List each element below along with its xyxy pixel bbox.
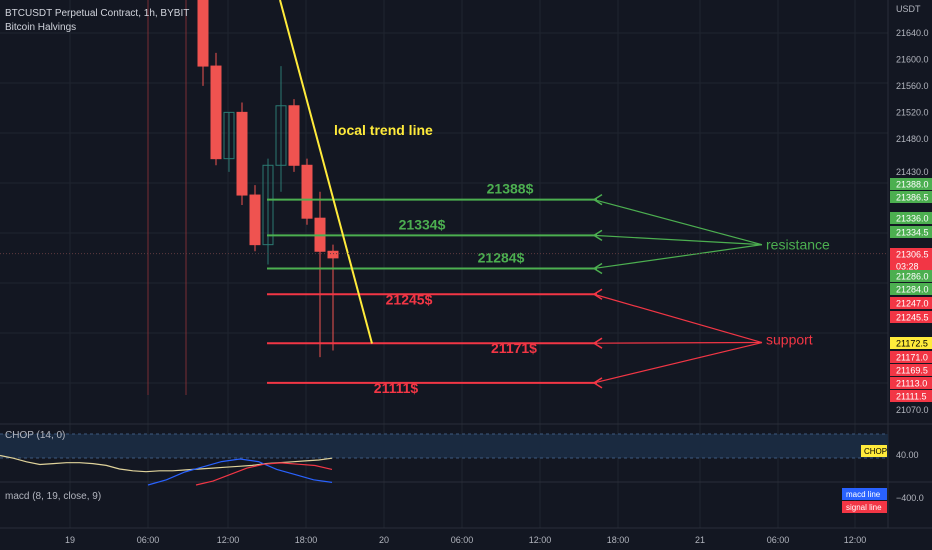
price-badge-text: 21172.5	[896, 339, 928, 349]
resistance-label: resistance	[766, 237, 830, 253]
time-tick: 06:00	[451, 535, 474, 545]
price-badge-text: 21245.5	[896, 313, 929, 323]
price-badge-text: 03:28	[896, 262, 919, 272]
price-badge-text: 21247.0	[896, 299, 929, 309]
price-badge-text: 21171.0	[896, 353, 928, 363]
price-badge	[890, 191, 932, 203]
macd-title: macd (8, 19, close, 9)	[5, 491, 102, 502]
level-label: 21284$	[478, 249, 525, 265]
candle-body	[236, 111, 248, 196]
currency-label: USDT	[896, 4, 921, 14]
price-badge	[890, 311, 932, 323]
trend-line	[279, 0, 373, 344]
price-badge-text: 21306.5	[896, 250, 929, 260]
price-badge-text: 21386.5	[896, 193, 929, 203]
price-badge	[890, 283, 932, 295]
price-badge-text: 21111.5	[896, 392, 927, 402]
price-badge-text: 21113.0	[896, 379, 927, 389]
level-connector	[593, 234, 763, 246]
price-tick: 21520.0	[896, 107, 929, 117]
chop-badge-text: CHOP	[864, 447, 887, 456]
trend-label: local trend line	[334, 122, 433, 138]
chop-scale: 40.00	[896, 450, 919, 460]
level-connector	[593, 341, 763, 344]
symbol-title: BTCUSDT Perpetual Contract, 1h, BYBIT	[5, 8, 190, 19]
support-label: support	[766, 332, 813, 348]
macd-line	[147, 458, 333, 486]
price-badge	[890, 270, 932, 282]
price-tick: 21070.0	[896, 405, 929, 415]
macd-legend-badge	[842, 501, 887, 513]
time-tick: 20	[379, 535, 389, 545]
time-tick: 12:00	[529, 535, 552, 545]
indicator-name: Bitcoin Halvings	[5, 22, 77, 33]
price-tick: 21600.0	[896, 54, 929, 64]
level-label: 21334$	[399, 216, 446, 232]
time-tick: 21	[695, 535, 705, 545]
price-badge	[890, 260, 932, 272]
time-tick: 19	[65, 535, 75, 545]
candle-body	[275, 105, 287, 166]
chop-title: CHOP (14, 0)	[5, 430, 66, 441]
time-tick: 12:00	[844, 535, 867, 545]
macd-legend-text: signal line	[846, 503, 882, 512]
price-badge	[890, 212, 932, 224]
price-badge	[890, 248, 932, 260]
candle-body	[197, 0, 209, 67]
macd-legend-badge	[842, 488, 887, 500]
level-connector	[593, 244, 763, 270]
candle-body	[327, 250, 339, 259]
price-badge-text: 21286.0	[896, 272, 929, 282]
price-badge	[890, 351, 932, 363]
candle-body	[210, 65, 222, 160]
time-tick: 06:00	[137, 535, 160, 545]
chop-badge	[861, 445, 887, 457]
price-tick: 21430.0	[896, 167, 929, 177]
price-badge-text: 21284.0	[896, 285, 929, 295]
price-badge	[890, 337, 932, 349]
price-badge	[890, 364, 932, 376]
time-tick: 12:00	[217, 535, 240, 545]
price-tick: 21640.0	[896, 28, 929, 38]
time-tick: 06:00	[767, 535, 790, 545]
level-connector	[593, 293, 763, 344]
chop-band	[0, 434, 888, 458]
macd-legend-text: macd line	[846, 490, 881, 499]
candle-body	[249, 194, 261, 246]
price-badge	[890, 226, 932, 238]
level-label: 21171$	[491, 340, 537, 356]
price-badge-text: 21334.5	[896, 228, 929, 238]
level-label: 21388$	[487, 181, 534, 197]
price-badge-text: 21388.0	[896, 180, 929, 190]
price-tick: 21480.0	[896, 134, 929, 144]
price-badge-text: 21169.5	[896, 366, 928, 376]
candle-body	[223, 111, 235, 160]
macd-scale: −400.0	[896, 493, 924, 503]
candle-body	[301, 164, 313, 219]
time-tick: 18:00	[295, 535, 318, 545]
candle-body	[288, 105, 300, 166]
price-tick: 21560.0	[896, 81, 929, 91]
level-connector	[593, 199, 763, 246]
price-badge-text: 21336.0	[896, 214, 929, 224]
time-tick: 18:00	[607, 535, 630, 545]
price-badge	[890, 297, 932, 309]
price-badge	[890, 390, 932, 402]
level-connector	[593, 341, 763, 384]
candle-body	[262, 164, 274, 246]
signal-line	[195, 462, 333, 486]
price-badge	[890, 377, 932, 389]
price-badge	[890, 178, 932, 190]
level-label: 21111$	[374, 380, 419, 396]
level-label: 21245$	[386, 291, 433, 307]
